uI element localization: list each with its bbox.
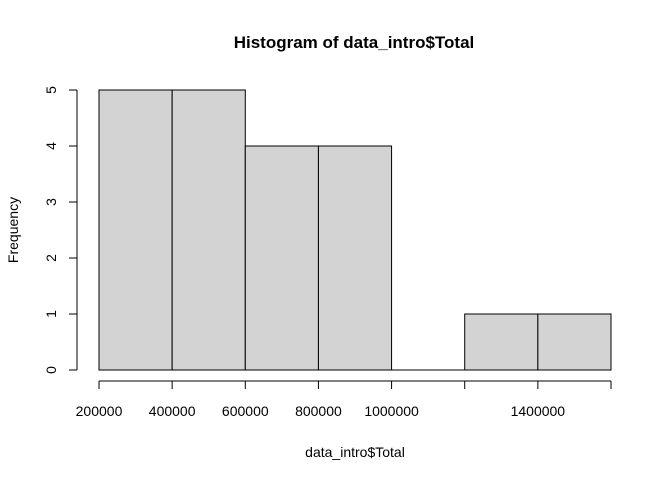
x-tick-label: 600000 (222, 403, 269, 419)
x-tick-label: 800000 (295, 403, 342, 419)
x-tick-label: 200000 (76, 403, 123, 419)
chart-title: Histogram of data_intro$Total (234, 33, 475, 52)
x-tick-label: 400000 (149, 403, 196, 419)
histogram-bar-3 (244, 145, 319, 371)
y-tick-label: 5 (43, 86, 59, 94)
y-tick-label: 1 (43, 310, 59, 318)
histogram-bar-7 (537, 313, 612, 371)
histogram-bar-2 (171, 89, 246, 371)
x-tick-label: 1400000 (511, 403, 566, 419)
y-axis-label: Frequency (5, 197, 21, 263)
y-tick-label: 4 (43, 142, 59, 150)
x-axis-label: data_intro$Total (305, 444, 405, 460)
y-axis: 0 1 2 3 4 5 (43, 86, 78, 374)
x-tick-label: 1000000 (364, 403, 419, 419)
y-tick-label: 2 (43, 254, 59, 262)
histogram-bar-4 (317, 145, 393, 371)
y-tick-label: 3 (43, 198, 59, 206)
bars-group (98, 89, 612, 371)
y-tick-label: 0 (43, 366, 59, 374)
histogram-bar-6 (464, 313, 539, 371)
x-axis: 200000 400000 600000 800000 1000000 1400000 (76, 380, 612, 419)
histogram-bar-1 (98, 89, 173, 371)
